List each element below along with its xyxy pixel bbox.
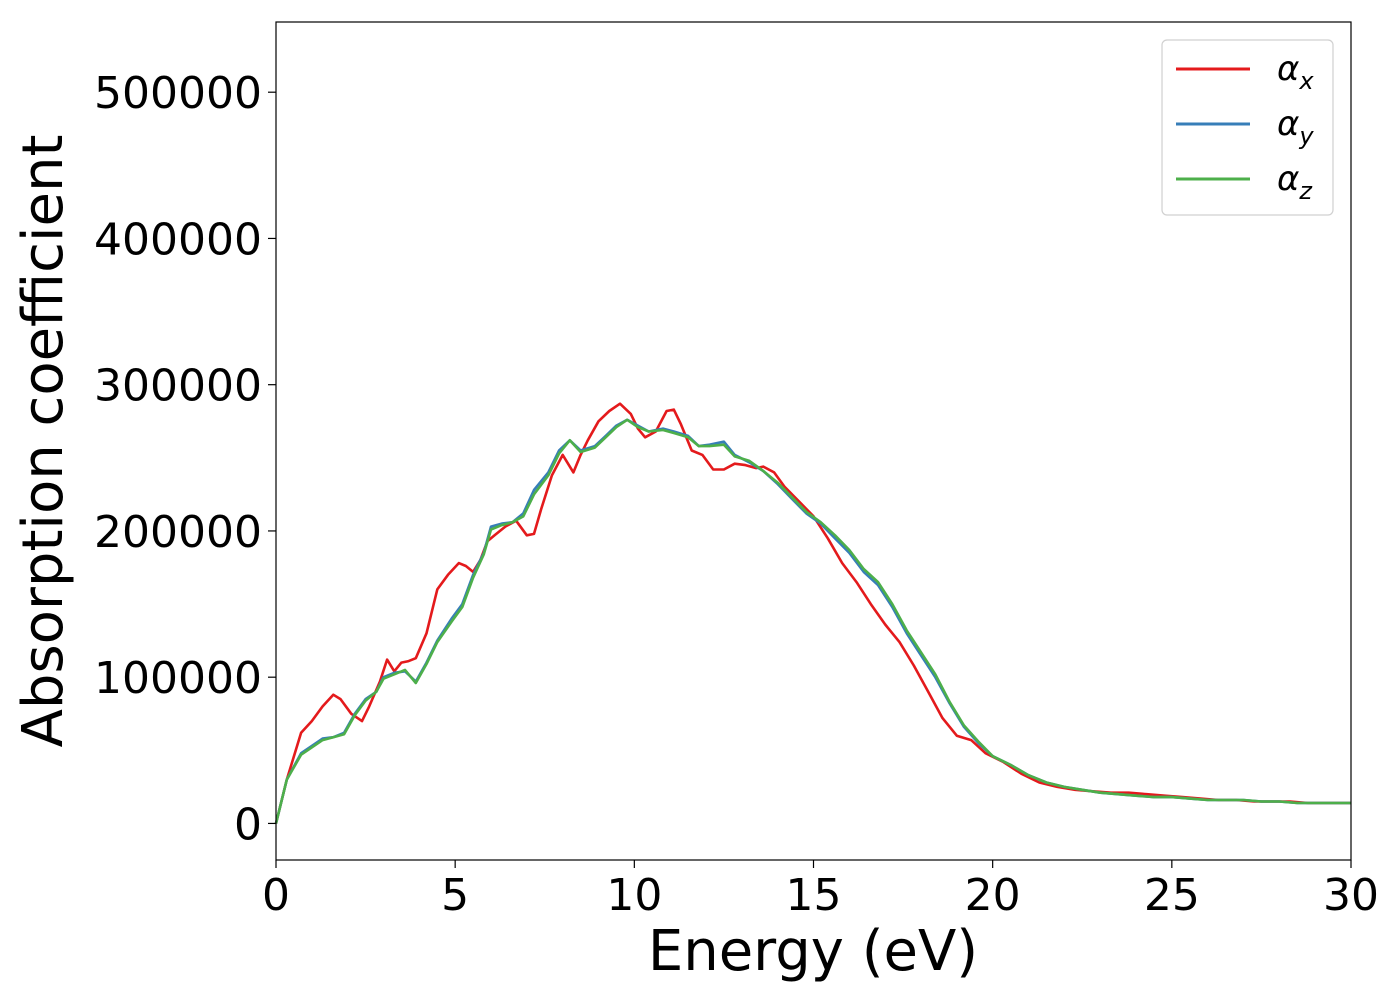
x-tick-label: 10: [606, 870, 662, 921]
x-tick-label: 20: [965, 870, 1021, 921]
y-tick-label: 100000: [94, 653, 262, 704]
y-axis-title: Absorption coefficient: [11, 135, 76, 748]
x-axis-title: Energy (eV): [648, 919, 978, 984]
y-tick-label: 400000: [94, 214, 262, 265]
legend-label-y: αy: [1277, 104, 1314, 150]
x-axis: 0 5 10 15 20 25 30: [262, 860, 1379, 921]
series-lines: [274, 402, 1351, 824]
y-tick-label: 0: [234, 799, 262, 850]
y-tick-label: 500000: [94, 68, 262, 119]
x-tick-label: 15: [786, 870, 842, 921]
legend-label-z: αz: [1277, 159, 1313, 205]
series-line-z: [274, 418, 1351, 824]
x-tick-label: 5: [441, 870, 469, 921]
legend-box: [1161, 39, 1334, 216]
legend: αx αy αz: [1161, 39, 1334, 216]
legend-label-x: αx: [1277, 49, 1314, 95]
x-tick-label: 25: [1144, 870, 1200, 921]
y-axis: 0 100000 200000 300000 400000 500000: [94, 68, 276, 850]
y-tick-label: 300000: [94, 361, 262, 412]
y-tick-label: 200000: [94, 507, 262, 558]
x-tick-label: 30: [1323, 870, 1379, 921]
x-tick-label: 0: [262, 870, 290, 921]
